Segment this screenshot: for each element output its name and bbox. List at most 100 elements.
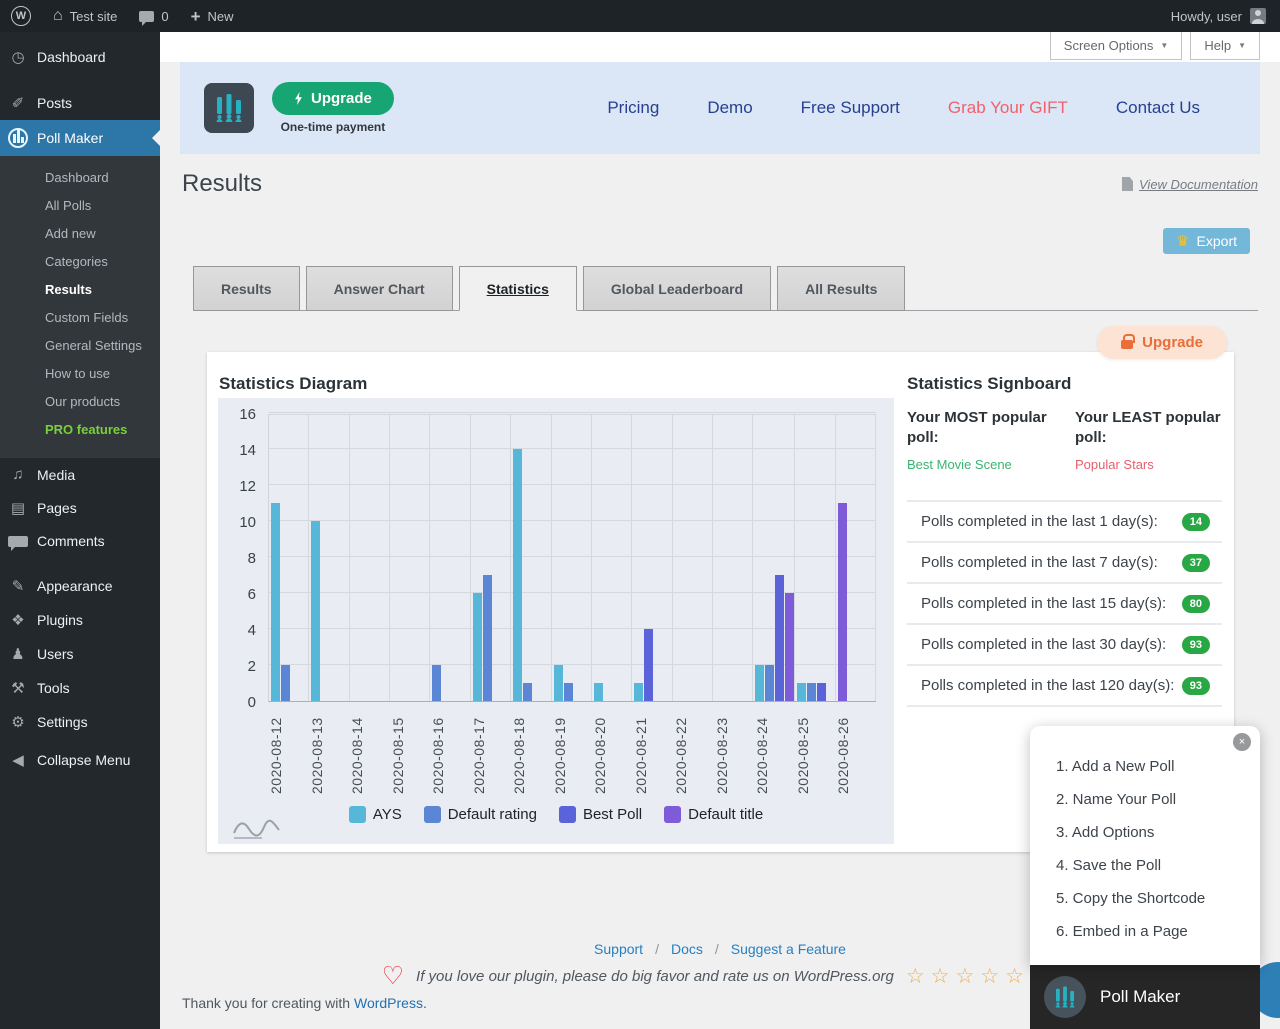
view-documentation-link[interactable]: View Documentation — [1122, 177, 1258, 192]
sidebar-item-pages[interactable]: ▤Pages — [0, 491, 160, 525]
legend-label: Default rating — [448, 806, 537, 823]
bar-default-rating-2020-08-12[interactable] — [281, 665, 290, 701]
signboard-row: Polls completed in the last 120 day(s):9… — [907, 666, 1222, 707]
sidebar-item-poll-maker[interactable]: Poll Maker — [0, 120, 160, 156]
submenu-item-all-polls[interactable]: All Polls — [0, 192, 160, 220]
popup-step: 3. Add Options — [1056, 816, 1260, 849]
popup-step: 5. Copy the Shortcode — [1056, 882, 1260, 915]
footer-link-suggest-a-feature[interactable]: Suggest a Feature — [731, 941, 846, 957]
help-button[interactable]: Help▼ — [1190, 32, 1260, 60]
bar-ays-2020-08-13[interactable] — [311, 521, 320, 701]
nav-link-pricing[interactable]: Pricing — [607, 98, 659, 118]
legend-item-default-rating[interactable]: Default rating — [424, 806, 537, 823]
star-icon[interactable]: ☆ — [1005, 966, 1024, 987]
pin-icon: ✐ — [8, 94, 28, 112]
site-name: Test site — [70, 9, 118, 24]
bar-default-rating-2020-08-25[interactable] — [807, 683, 816, 701]
plugin-header: Upgrade One-time payment PricingDemoFree… — [180, 62, 1260, 154]
tab-global-leaderboard[interactable]: Global Leaderboard — [583, 266, 771, 311]
bar-best-poll-2020-08-24[interactable] — [775, 575, 784, 701]
sidebar-item-users[interactable]: ♟Users — [0, 637, 160, 671]
nav-link-grab-your-gift[interactable]: Grab Your GIFT — [948, 98, 1068, 118]
brand-name: Poll Maker — [1100, 987, 1180, 1007]
howdy-text[interactable]: Howdy, user — [1171, 9, 1242, 24]
bar-default-title-2020-08-26[interactable] — [838, 503, 847, 701]
y-tick-label: 12 — [239, 478, 256, 495]
new-menu[interactable]: +New — [180, 0, 245, 32]
bar-ays-2020-08-21[interactable] — [634, 683, 643, 701]
bar-default-title-2020-08-24[interactable] — [785, 593, 794, 701]
upgrade-button[interactable]: Upgrade — [272, 82, 394, 115]
submenu-item-categories[interactable]: Categories — [0, 248, 160, 276]
chevron-down-icon: ▼ — [1160, 41, 1168, 50]
star-icon[interactable]: ☆ — [955, 966, 974, 987]
legend-item-ays[interactable]: AYS — [349, 806, 402, 823]
export-button[interactable]: ♛Export — [1163, 228, 1250, 254]
sidebar-item-appearance[interactable]: ✎Appearance — [0, 569, 160, 603]
bar-best-poll-2020-08-21[interactable] — [644, 629, 653, 701]
close-icon[interactable]: × — [1233, 733, 1251, 751]
legend-item-best-poll[interactable]: Best Poll — [559, 806, 642, 823]
star-icon[interactable]: ☆ — [980, 966, 999, 987]
submenu-item-how-to-use[interactable]: How to use — [0, 360, 160, 388]
link-separator: / — [715, 941, 719, 957]
signboard-row: Polls completed in the last 15 day(s):80 — [907, 584, 1222, 625]
thanks-suffix: . — [423, 995, 427, 1011]
legend-label: AYS — [373, 806, 402, 823]
nav-link-demo[interactable]: Demo — [707, 98, 752, 118]
submenu-item-results[interactable]: Results — [0, 276, 160, 304]
tab-results[interactable]: Results — [193, 266, 300, 311]
bar-default-rating-2020-08-19[interactable] — [564, 683, 573, 701]
legend-item-default-title[interactable]: Default title — [664, 806, 763, 823]
tab-answer-chart[interactable]: Answer Chart — [306, 266, 453, 311]
star-icon[interactable]: ☆ — [931, 966, 950, 987]
bar-ays-2020-08-17[interactable] — [473, 593, 482, 701]
sidebar-item-media[interactable]: ♫Media — [0, 458, 160, 491]
site-menu[interactable]: ⌂Test site — [42, 0, 128, 32]
screen-options-button[interactable]: Screen Options▼ — [1050, 32, 1183, 60]
wordpress-logo-icon — [11, 6, 31, 26]
poll-maker-widget[interactable]: Poll Maker — [1030, 965, 1260, 1029]
sidebar-item-posts[interactable]: ✐Posts — [0, 86, 160, 120]
sidebar-item-comments[interactable]: Comments — [0, 525, 160, 557]
bar-default-rating-2020-08-18[interactable] — [523, 683, 532, 701]
sidebar-item-settings[interactable]: ⚙Settings — [0, 705, 160, 739]
bar-default-rating-2020-08-24[interactable] — [765, 665, 774, 701]
wordpress-link[interactable]: WordPress — [354, 995, 423, 1011]
bar-best-poll-2020-08-25[interactable] — [817, 683, 826, 701]
wp-logo-menu[interactable] — [0, 0, 42, 32]
submenu-item-add-new[interactable]: Add new — [0, 220, 160, 248]
sidebar-item-collapse-menu[interactable]: ◀Collapse Menu — [0, 743, 160, 777]
submenu-item-dashboard[interactable]: Dashboard — [0, 164, 160, 192]
nav-link-free-support[interactable]: Free Support — [801, 98, 900, 118]
user-avatar[interactable] — [1250, 8, 1266, 24]
bar-ays-2020-08-19[interactable] — [554, 665, 563, 701]
upgrade-pill-button[interactable]: Upgrade — [1097, 326, 1227, 359]
bar-default-rating-2020-08-16[interactable] — [432, 665, 441, 701]
submenu-item-pro-features[interactable]: PRO features — [0, 416, 160, 444]
bar-ays-2020-08-20[interactable] — [594, 683, 603, 701]
sidebar-item-tools[interactable]: ⚒Tools — [0, 671, 160, 705]
y-tick-label: 16 — [239, 406, 256, 423]
sidebar-item-dashboard[interactable]: ◷Dashboard — [0, 40, 160, 74]
submenu-item-custom-fields[interactable]: Custom Fields — [0, 304, 160, 332]
sidebar-item-plugins[interactable]: ❖Plugins — [0, 603, 160, 637]
bar-ays-2020-08-18[interactable] — [513, 449, 522, 701]
submenu-item-our-products[interactable]: Our products — [0, 388, 160, 416]
tab-statistics[interactable]: Statistics — [459, 266, 577, 311]
bar-ays-2020-08-24[interactable] — [755, 665, 764, 701]
tab-all-results[interactable]: All Results — [777, 266, 905, 311]
bar-default-rating-2020-08-17[interactable] — [483, 575, 492, 701]
x-tick-label: 2020-08-14 — [349, 708, 390, 794]
wp-admin-bar: ⌂Test site 0 +New Howdy, user — [0, 0, 1280, 32]
footer-link-docs[interactable]: Docs — [671, 941, 703, 957]
rating-stars[interactable]: ☆☆☆☆☆ — [906, 966, 1024, 987]
footer-link-support[interactable]: Support — [594, 941, 643, 957]
submenu-item-general-settings[interactable]: General Settings — [0, 332, 160, 360]
star-icon[interactable]: ☆ — [906, 966, 925, 987]
bar-ays-2020-08-12[interactable] — [271, 503, 280, 701]
results-tabs: ResultsAnswer ChartStatisticsGlobal Lead… — [193, 265, 1258, 311]
comments-menu[interactable]: 0 — [128, 0, 179, 32]
bar-ays-2020-08-25[interactable] — [797, 683, 806, 701]
nav-link-contact-us[interactable]: Contact Us — [1116, 98, 1200, 118]
